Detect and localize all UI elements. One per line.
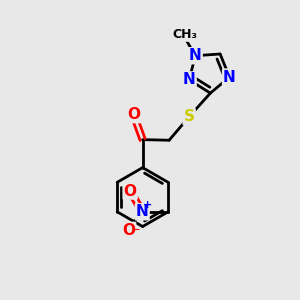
Text: N: N (183, 72, 196, 87)
Text: O: O (124, 184, 137, 199)
Text: CH₃: CH₃ (172, 28, 197, 41)
Text: N: N (136, 204, 148, 219)
Text: O: O (122, 223, 135, 238)
Text: O: O (128, 107, 141, 122)
Text: N: N (189, 48, 202, 63)
Text: S: S (184, 109, 195, 124)
Text: +: + (143, 200, 152, 210)
Text: ⁻: ⁻ (132, 225, 140, 238)
Text: N: N (223, 70, 236, 85)
